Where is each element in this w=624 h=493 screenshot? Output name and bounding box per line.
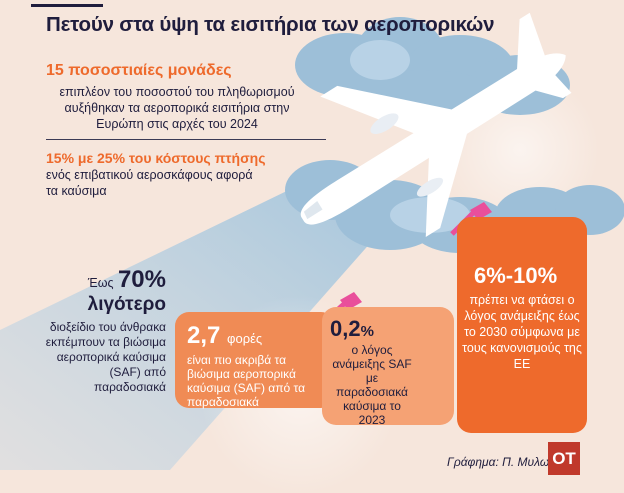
stat1-headline: 15 ποσοστιαίες μονάδες: [46, 62, 232, 79]
stat3-prefix: Έως: [87, 276, 114, 290]
stat2: 15% με 25% του κόστους πτήσης ενός επιβα…: [46, 150, 266, 199]
card2-unit: %: [360, 323, 374, 340]
top-accent-bar: [31, 4, 103, 7]
card2-number-line: 0,2%: [330, 316, 374, 342]
card1-number: 2,7: [187, 322, 221, 349]
stat3: Έως 70% λιγότερο διοξείδιο του άνθρακα ε…: [44, 266, 166, 395]
stat3-word: λιγότερο: [87, 294, 166, 315]
stat1-body: επιπλέον του ποσοστού του πληθωρισμού αυ…: [59, 85, 295, 131]
card2-body: ο λόγος ανάμειξης SAF με παραδοσιακά καύ…: [332, 343, 412, 427]
card-2-7-times: [175, 312, 335, 408]
stat3-body: διοξείδιο του άνθρακα εκπέμπουν τα βιώσι…: [45, 320, 166, 394]
card1-body: είναι πιο ακριβά τα βιώσιμα αεροπορικά κ…: [187, 353, 306, 409]
card1-unit: φορές: [227, 331, 263, 346]
card3-body: πρέπει να φτάσει ο λόγος ανάμειξης έως τ…: [462, 293, 582, 371]
stat2-highlight: 15% με 25% του κόστους πτήσης: [46, 150, 266, 166]
stat3-number: 70%: [117, 266, 166, 293]
stat2-body: ενός επιβατικού αεροσκάφους αφορά τα καύ…: [46, 168, 253, 198]
card1-number-line: 2,7 φορές: [187, 322, 262, 350]
airplane-icon: [300, 12, 572, 237]
divider: [46, 139, 326, 140]
page-title: Πετούν στα ύψη τα εισιτήρια των αεροπορι…: [46, 13, 495, 36]
credit: Γράφημα: Π. Μυλωνά: [447, 455, 563, 469]
card3-number: 6%-10%: [474, 263, 558, 288]
card2-number: 0,2: [330, 316, 361, 341]
card-0-2-percent: [322, 307, 454, 425]
card-6-10-percent: [457, 217, 587, 433]
ot-logo: OT: [548, 442, 580, 475]
